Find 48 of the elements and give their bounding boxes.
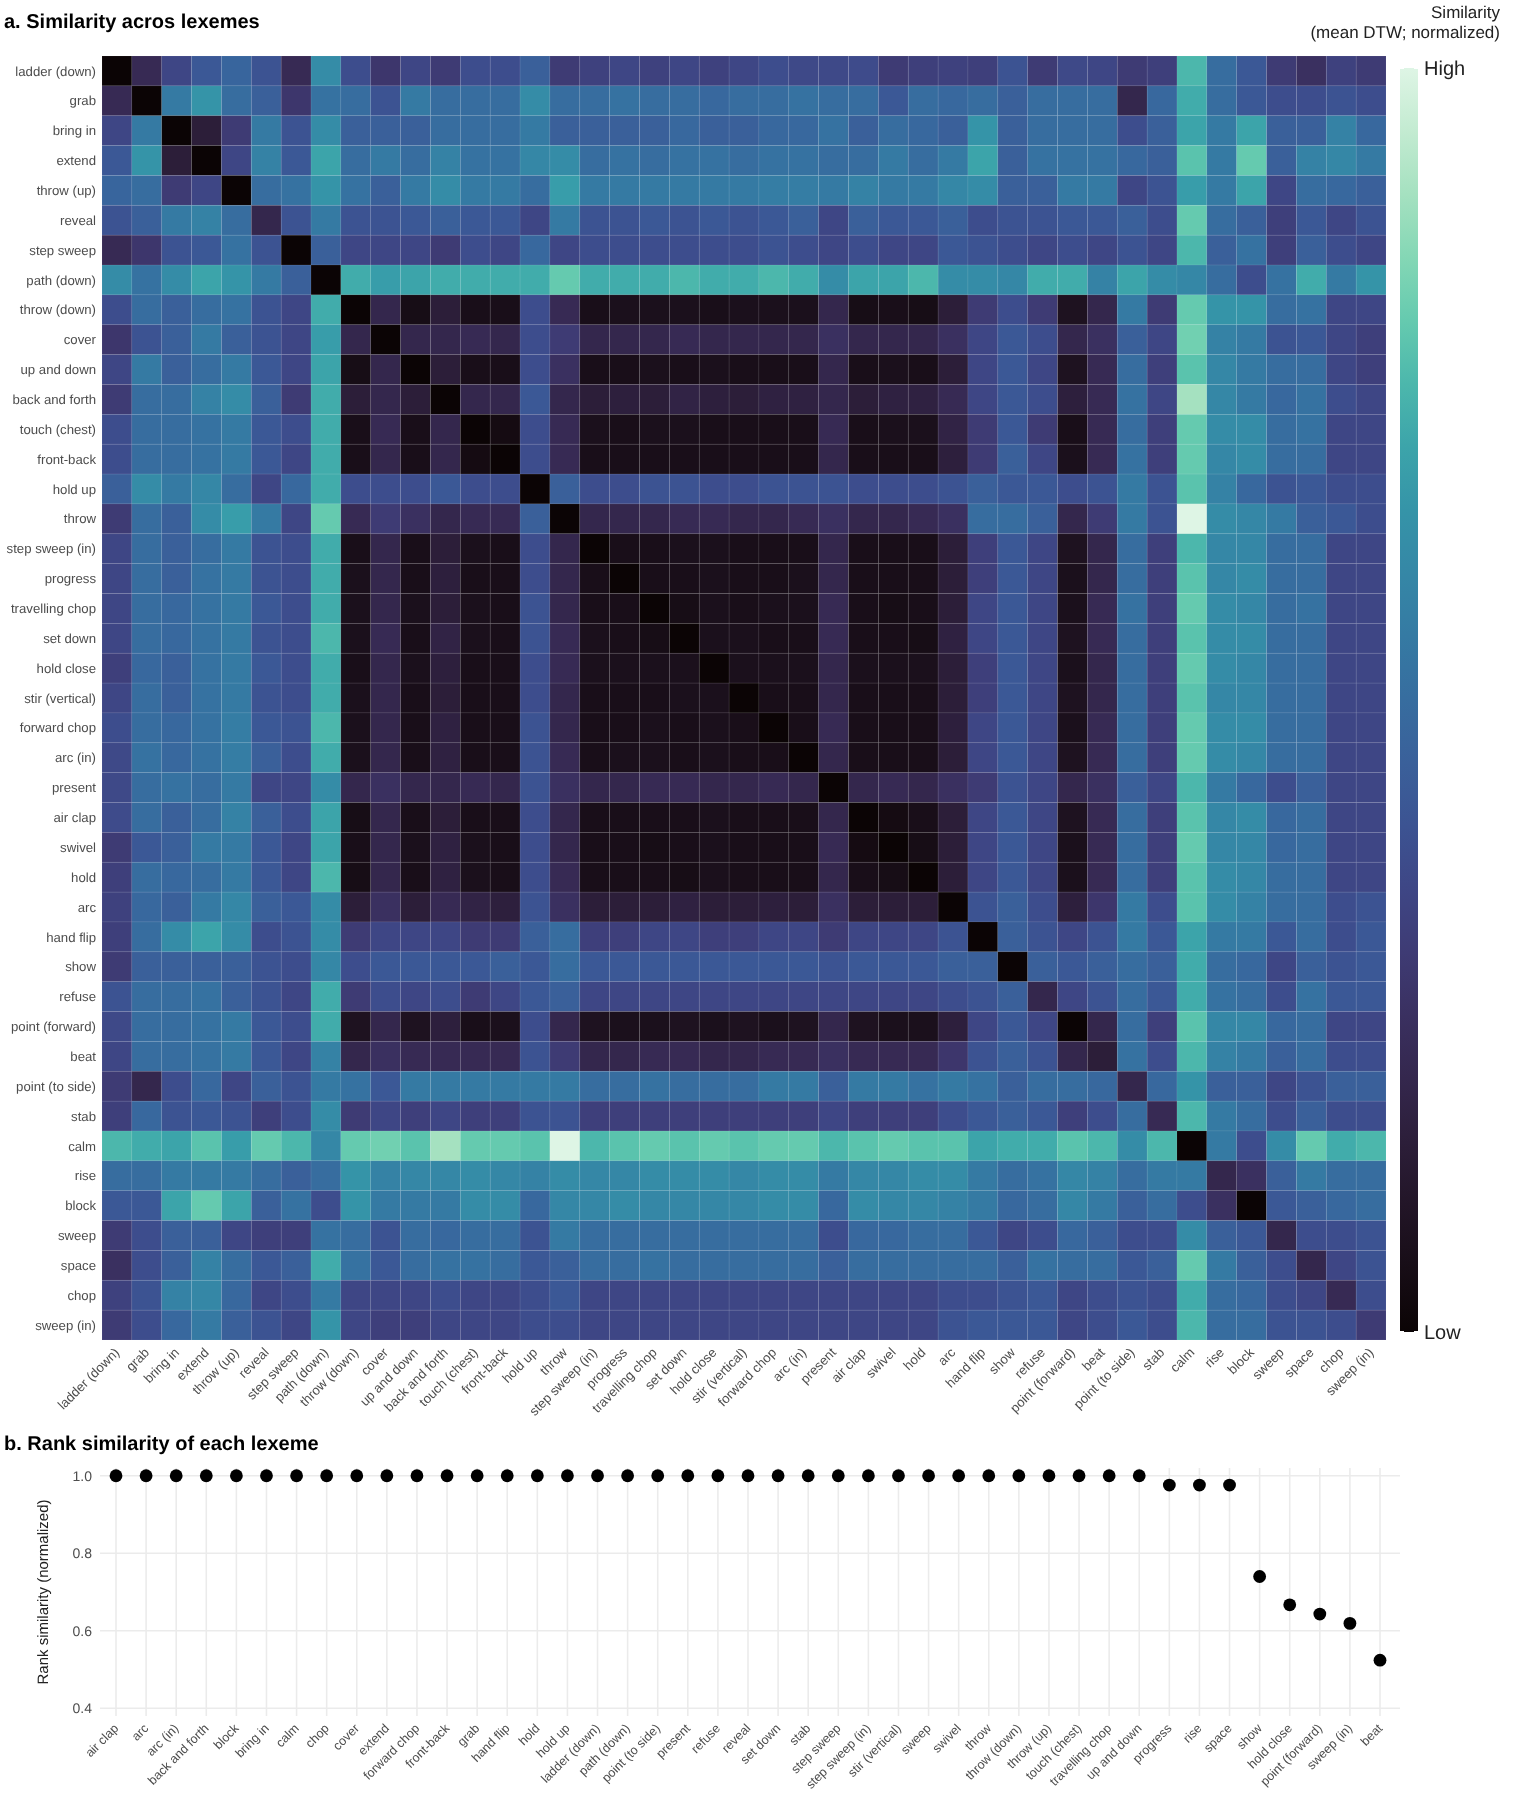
chart-title: a. Similarity acros lexemes (4, 12, 261, 34)
point (470, 1469, 484, 1483)
point (861, 1469, 875, 1483)
point (952, 1469, 966, 1483)
point (1162, 1478, 1176, 1492)
point (922, 1469, 935, 1483)
point (139, 1469, 153, 1483)
chart-title: b. Rank similarity of each lexeme (4, 1434, 320, 1456)
point (831, 1469, 845, 1483)
point (1042, 1469, 1056, 1483)
point (500, 1469, 514, 1483)
point (530, 1469, 544, 1483)
point (1132, 1469, 1146, 1483)
point (229, 1469, 243, 1483)
point (1253, 1570, 1267, 1583)
point (260, 1469, 273, 1483)
point (651, 1469, 665, 1483)
point (1283, 1598, 1297, 1612)
point (199, 1469, 213, 1483)
point (1102, 1469, 1116, 1483)
point (801, 1469, 815, 1483)
point (350, 1469, 364, 1483)
point (1343, 1616, 1357, 1630)
point (591, 1469, 604, 1483)
point (1373, 1653, 1387, 1667)
point (982, 1469, 996, 1483)
point (1223, 1478, 1236, 1492)
point (771, 1469, 785, 1483)
point (320, 1469, 334, 1483)
point (892, 1469, 905, 1483)
point (1072, 1469, 1086, 1483)
point (1012, 1469, 1026, 1483)
point (169, 1469, 183, 1483)
color-bar-title: Similarity (mean DTW; normalized) (1310, 2, 1502, 42)
point (109, 1469, 123, 1483)
point (380, 1469, 394, 1483)
point (711, 1469, 725, 1483)
point (561, 1469, 574, 1483)
point (621, 1469, 635, 1483)
point (1193, 1478, 1206, 1492)
point (1313, 1607, 1327, 1621)
point (741, 1469, 755, 1483)
color-bar-label: High (1424, 59, 1466, 81)
color-bar-label: Low (1424, 1323, 1463, 1345)
point (410, 1469, 424, 1483)
point (681, 1469, 695, 1483)
point (440, 1469, 454, 1483)
point (290, 1469, 303, 1483)
